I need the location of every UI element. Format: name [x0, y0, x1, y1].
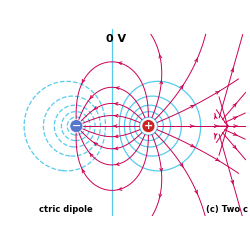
Text: +: + — [144, 121, 153, 131]
Text: (c) Two c: (c) Two c — [206, 205, 248, 214]
Circle shape — [70, 120, 83, 133]
Text: 0 V: 0 V — [106, 34, 126, 44]
Circle shape — [142, 120, 155, 133]
Text: −: − — [72, 121, 81, 131]
Text: ctric dipole: ctric dipole — [39, 205, 92, 214]
